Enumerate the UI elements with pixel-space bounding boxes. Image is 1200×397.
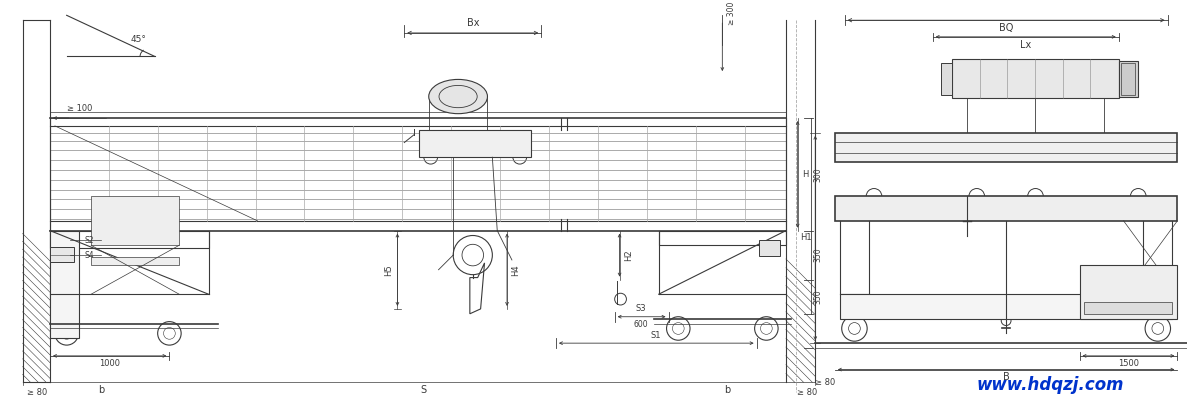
Text: B: B [1003, 372, 1009, 382]
Bar [953, 60, 1118, 98]
Bar [50, 231, 209, 248]
Text: Bx: Bx [467, 18, 479, 28]
Text: 1000: 1000 [100, 359, 120, 368]
Text: ≥ 300: ≥ 300 [727, 2, 737, 25]
Ellipse shape [428, 79, 487, 114]
Text: H2: H2 [624, 249, 632, 261]
Bar [659, 231, 786, 245]
Text: ≥ 80: ≥ 80 [28, 387, 48, 397]
Bar [941, 63, 953, 94]
Text: 300: 300 [814, 167, 823, 182]
Text: 350: 350 [814, 289, 823, 304]
Text: b: b [724, 385, 731, 395]
Text: H1: H1 [799, 233, 811, 243]
Text: S1: S1 [650, 331, 661, 340]
Bar [840, 294, 1172, 319]
Bar [91, 197, 179, 245]
Text: S2: S2 [84, 236, 94, 245]
Bar [50, 247, 74, 262]
Text: 1500: 1500 [1118, 359, 1139, 368]
Bar [1080, 265, 1177, 319]
Bar [835, 197, 1177, 221]
Bar [50, 231, 79, 338]
Text: BQ: BQ [998, 23, 1013, 33]
Text: H4: H4 [511, 264, 521, 276]
Bar [835, 133, 1177, 162]
Text: www.hdqzj.com: www.hdqzj.com [977, 376, 1124, 394]
Text: ≥ 100: ≥ 100 [67, 104, 92, 113]
Bar [91, 257, 179, 265]
Text: ≥ 80: ≥ 80 [815, 378, 835, 387]
Text: H5: H5 [384, 264, 394, 276]
Bar [1121, 63, 1135, 94]
Text: Lx: Lx [1020, 40, 1031, 50]
Text: H: H [803, 170, 809, 179]
Bar [1118, 61, 1139, 96]
Text: 350: 350 [814, 248, 823, 262]
Bar [1085, 302, 1172, 314]
Bar [419, 130, 532, 157]
Text: S3: S3 [636, 304, 647, 313]
Bar [758, 241, 780, 256]
Text: ≥ 80: ≥ 80 [797, 387, 817, 397]
Text: 45°: 45° [130, 35, 146, 44]
Text: b: b [97, 385, 104, 395]
Text: S4: S4 [84, 251, 94, 260]
Text: S: S [421, 385, 427, 395]
Text: 600: 600 [634, 320, 648, 329]
